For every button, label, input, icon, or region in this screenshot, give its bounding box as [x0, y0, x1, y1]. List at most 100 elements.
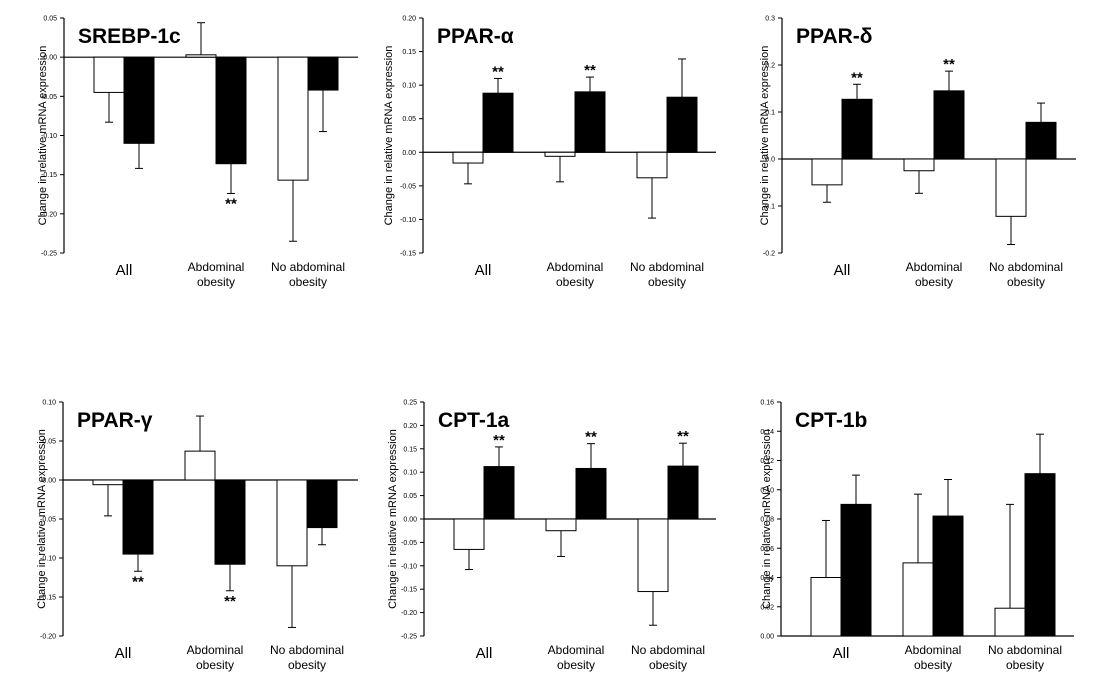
x-category-label: obesity — [1006, 658, 1044, 672]
x-category-label: obesity — [289, 275, 327, 289]
y-tick-label: -0.25 — [41, 251, 57, 258]
x-category-label: No abdominal — [988, 643, 1062, 657]
y-tick-label: 0.10 — [402, 83, 416, 90]
white-bar-2 — [544, 151, 576, 157]
x-category-label: Abdominal — [906, 260, 963, 274]
white-bar-2 — [185, 54, 217, 58]
white-bar-3 — [637, 518, 669, 593]
y-tick-label: -0.1 — [763, 204, 775, 211]
y-tick-label: 0.20 — [402, 16, 416, 23]
y-axis-label: Change in relative mRNA expression — [759, 46, 771, 226]
black-bar-3 — [307, 56, 339, 91]
black-bar-3 — [667, 465, 699, 520]
white-bar-3 — [995, 158, 1027, 217]
x-category-label: Abdominal — [547, 260, 604, 274]
y-tick-label: -0.10 — [41, 133, 57, 140]
y-tick-label: -0.25 — [401, 634, 417, 641]
y-tick-label: -0.15 — [401, 587, 417, 594]
chart-title: PPAR-δ — [796, 25, 873, 48]
x-category-label: obesity — [1007, 275, 1045, 289]
white-bar-3 — [636, 151, 668, 179]
y-tick-label: -0.20 — [41, 211, 57, 218]
significance-marker: ** — [584, 62, 596, 79]
x-category-label: No abdominal — [270, 643, 344, 657]
y-tick-label: 0.00 — [402, 150, 416, 157]
black-bar-3 — [666, 96, 698, 153]
y-tick-label: 0.00 — [760, 634, 774, 641]
significance-marker: ** — [224, 593, 236, 610]
black-bar-2 — [575, 467, 607, 520]
y-tick-label: 0.05 — [403, 493, 417, 500]
y-tick-label: -0.2 — [763, 251, 775, 258]
x-category-label: obesity — [196, 658, 234, 672]
panel-4: 0.10 0.05 0.00 -0.05 -0.10 -0.15 -0.20 Change i… — [36, 400, 358, 672]
x-category-label: No abdominal — [631, 643, 705, 657]
black-bar-2 — [574, 91, 606, 153]
black-bar-1 — [483, 466, 515, 520]
y-tick-label: -0.05 — [40, 517, 56, 524]
white-bar-2 — [545, 518, 577, 532]
significance-marker: ** — [132, 573, 144, 590]
significance-marker: ** — [585, 429, 597, 446]
white-bar-3 — [276, 479, 308, 567]
black-bar-3 — [306, 479, 338, 529]
black-bar-3 — [1024, 473, 1056, 637]
y-tick-label: 0.15 — [402, 49, 416, 56]
x-category-label: All — [475, 262, 492, 279]
black-bar-2 — [933, 90, 965, 160]
black-bar-1 — [841, 98, 873, 160]
y-tick-label: 0.02 — [760, 604, 774, 611]
panel-3: 0.3 0.2 0.1 0.0 -0.1 -0.2 Change in relative m… — [759, 16, 1076, 289]
x-category-label: All — [476, 645, 493, 662]
black-bar-1 — [122, 479, 154, 555]
significance-marker: ** — [493, 432, 505, 449]
y-tick-label: 0.06 — [760, 546, 774, 553]
chart-title: PPAR-γ — [77, 409, 153, 432]
x-category-label: Abdominal — [548, 643, 605, 657]
white-bar-1 — [452, 151, 484, 164]
black-bar-2 — [215, 56, 247, 165]
white-bar-1 — [811, 158, 843, 186]
y-tick-label: -0.05 — [401, 540, 417, 547]
black-bar-2 — [932, 515, 964, 637]
x-category-label: obesity — [288, 658, 326, 672]
x-category-label: obesity — [649, 658, 687, 672]
black-bar-1 — [482, 92, 514, 153]
y-tick-label: 0.00 — [403, 517, 417, 524]
black-bar-3 — [1025, 121, 1057, 160]
chart-title: PPAR-α — [437, 25, 514, 48]
significance-marker: ** — [677, 428, 689, 445]
y-tick-label: 0.10 — [42, 400, 56, 407]
black-bar-1 — [123, 56, 155, 144]
y-tick-label: -0.10 — [40, 556, 56, 563]
y-tick-label: -0.15 — [41, 172, 57, 179]
y-axis-label: Change in relative mRNA expression — [761, 429, 773, 609]
white-bar-3 — [277, 56, 309, 181]
black-bar-2 — [214, 479, 246, 565]
y-tick-label: 0.04 — [760, 575, 774, 582]
y-tick-label: 0.25 — [403, 400, 417, 407]
y-tick-label: 0.1 — [765, 110, 775, 117]
panel-6: 0.16 0.14 0.12 0.10 0.08 0.06 0.04 0.02 0.00 Chan… — [760, 400, 1074, 672]
chart-title: SREBP-1c — [78, 25, 181, 48]
y-axis-label: Change in relative mRNA expression — [37, 46, 49, 226]
y-tick-label: -0.10 — [401, 563, 417, 570]
y-tick-label: 0.12 — [760, 458, 774, 465]
panel-1: 0.05 0.00 -0.05 -0.10 -0.15 -0.20 -0.25 Change … — [37, 16, 358, 289]
x-category-label: obesity — [557, 658, 595, 672]
y-tick-label: -0.20 — [401, 610, 417, 617]
y-tick-label: 0.20 — [403, 423, 417, 430]
y-tick-label: 0.10 — [760, 487, 774, 494]
x-category-label: No abdominal — [989, 260, 1063, 274]
black-bar-1 — [840, 503, 872, 637]
x-category-label: obesity — [914, 658, 952, 672]
y-tick-label: -0.05 — [41, 94, 57, 101]
significance-marker: ** — [851, 69, 863, 86]
x-category-label: obesity — [556, 275, 594, 289]
panel-5: 0.25 0.20 0.15 0.10 0.05 0.00 -0.05 -0.10 -0.15 -… — [387, 400, 716, 672]
significance-marker: ** — [225, 195, 237, 212]
y-tick-label: -0.20 — [40, 634, 56, 641]
x-category-label: All — [834, 262, 851, 279]
x-category-label: No abdominal — [630, 260, 704, 274]
